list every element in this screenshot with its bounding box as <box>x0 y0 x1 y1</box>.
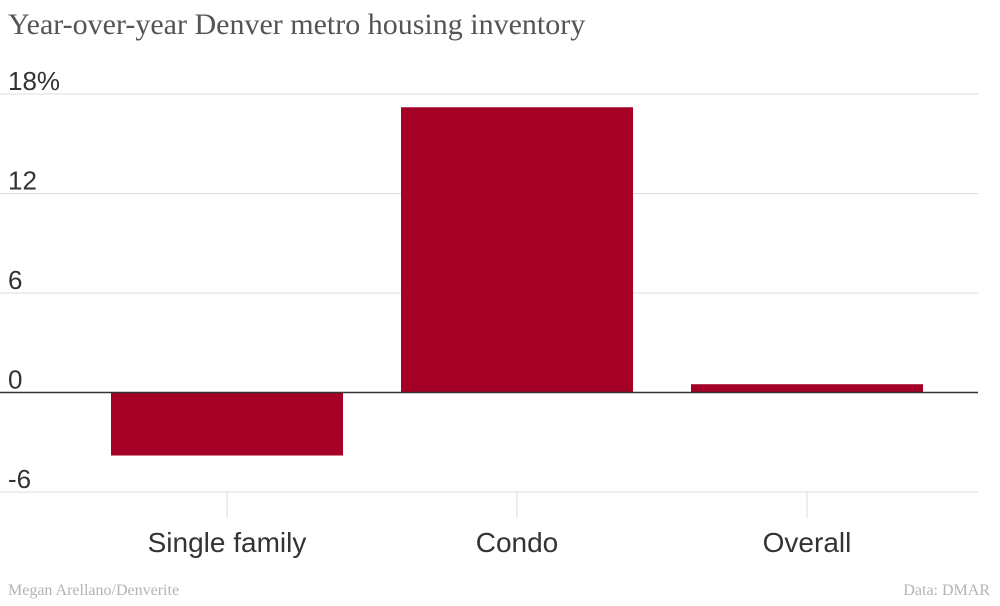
bar-overall <box>691 384 923 393</box>
source-text: Data: DMAR <box>903 582 990 599</box>
x-tick-label: Overall <box>763 527 852 558</box>
y-axis-ticks: -6 0 6 12 18% <box>8 66 60 494</box>
y-tick-label: 0 <box>8 365 22 395</box>
y-tick-label: -6 <box>8 464 31 494</box>
x-tick-label: Condo <box>476 527 559 558</box>
x-axis-ticks: Single family Condo Overall <box>148 492 852 558</box>
y-tick-label: 12 <box>8 166 37 196</box>
bar-single-family <box>111 392 343 456</box>
x-tick-label: Single family <box>148 527 307 558</box>
chart-title: Year-over-year Denver metro housing inve… <box>8 8 586 41</box>
y-tick-label: 6 <box>8 265 22 295</box>
bars <box>111 107 923 456</box>
bar-condo <box>401 107 633 393</box>
credit-text: Megan Arellano/Denverite <box>8 582 180 599</box>
y-tick-label: 18% <box>8 66 60 96</box>
